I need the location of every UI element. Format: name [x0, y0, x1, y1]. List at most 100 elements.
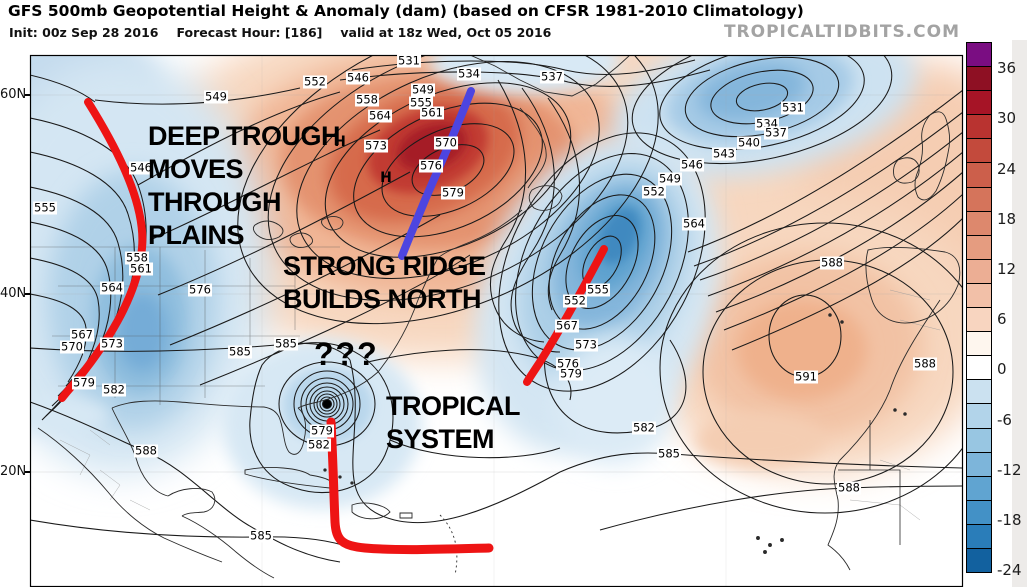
annotation-deep-trough: DEEP TROUGH MOVES THROUGH PLAINS	[148, 121, 341, 250]
colorbar-segment	[966, 427, 992, 453]
forecast-hour: Forecast Hour: [186]	[176, 25, 323, 40]
colorbar-segment	[966, 307, 992, 333]
latitude-tick	[25, 94, 31, 96]
contour-label: 573	[100, 336, 124, 351]
contour-label: 582	[102, 382, 126, 397]
colorbar-segment	[966, 451, 992, 477]
contour-label: 567	[555, 318, 579, 333]
contour-label: 546	[129, 160, 153, 175]
valid-time: valid at 18z Wed, Oct 05 2016	[340, 25, 552, 40]
high-center-marker: H	[334, 134, 346, 150]
colorbar-segment	[966, 523, 992, 549]
contour-label: 558	[355, 92, 379, 107]
contour-label: 531	[397, 53, 421, 68]
annotation-question-marks: ???	[314, 336, 379, 372]
colorbar-tick-label: 30	[997, 109, 1017, 128]
contour-label: 588	[913, 356, 937, 371]
contour-label: 552	[563, 293, 587, 308]
colorbar-tick-label: 18	[997, 209, 1017, 228]
contour-label: 567	[70, 327, 94, 342]
colorbar-segment	[966, 66, 992, 92]
colorbar-tick-label: 36	[997, 59, 1017, 78]
colorbar-segment	[966, 186, 992, 212]
colorbar-segment	[966, 210, 992, 236]
contour-label: 576	[556, 356, 580, 371]
contour-label: 537	[764, 125, 788, 140]
colorbar-segment	[966, 355, 992, 381]
contour-label: 561	[129, 261, 153, 276]
colorbar-tick-label: -18	[997, 510, 1022, 529]
contour-label: 579	[72, 375, 96, 390]
colorbar-segment	[966, 42, 992, 68]
colorbar-tick-label: 6	[997, 310, 1007, 329]
contour-label: 543	[712, 146, 736, 161]
contour-label: 570	[434, 135, 458, 150]
contour-label: 561	[420, 105, 444, 120]
colorbar-tick-label: 12	[997, 259, 1017, 278]
contour-label: 591	[794, 369, 818, 384]
contour-label: 576	[188, 282, 212, 297]
contour-label: 564	[682, 216, 706, 231]
contour-label: 582	[307, 437, 331, 452]
contour-label: 546	[346, 70, 370, 85]
contour-label: 585	[228, 344, 252, 359]
latitude-tick	[25, 293, 31, 295]
colorbar-segment	[966, 475, 992, 501]
anomaly-shading-layer	[31, 56, 962, 509]
contour-label: 579	[441, 185, 465, 200]
contour-label: 579	[310, 423, 334, 438]
contour-label: 570	[60, 339, 84, 354]
colorbar-segment	[966, 90, 992, 116]
contour-label: 585	[249, 528, 273, 543]
contour-label: 531	[781, 100, 805, 115]
colorbar-tick-label: 24	[997, 159, 1017, 178]
colorbar-tick-label: 0	[997, 360, 1007, 379]
contour-label: 537	[540, 69, 564, 84]
contour-label: 564	[368, 108, 392, 123]
colorbar-segment	[966, 258, 992, 284]
run-info: Init: 00z Sep 28 2016 Forecast Hour: [186…	[9, 25, 569, 40]
latitude-label: 60N	[0, 87, 27, 102]
contour-label: 573	[574, 337, 598, 352]
latitude-label: 40N	[0, 286, 27, 301]
contour-label: 549	[658, 171, 682, 186]
annotation-strong-ridge: STRONG RIDGE BUILDS NORTH	[283, 251, 486, 314]
contour-label: 552	[642, 184, 666, 199]
contour-label: 588	[820, 255, 844, 270]
colorbar-tick-label: -6	[997, 410, 1012, 429]
colorbar-segment	[966, 499, 992, 525]
contour-label: 546	[680, 157, 704, 172]
high-center-marker: H	[380, 170, 392, 186]
init-time: Init: 00z Sep 28 2016	[9, 25, 159, 40]
anomaly-colorbar	[966, 42, 992, 574]
coastlines	[37, 56, 961, 579]
colorbar-segment	[966, 282, 992, 309]
colorbar-segment	[966, 331, 992, 357]
contour-label: 579	[559, 366, 583, 381]
colorbar-segment	[966, 234, 992, 260]
colorbar-segment	[966, 114, 992, 140]
site-watermark: TROPICALTIDBITS.COM	[723, 22, 960, 42]
contour-label: 585	[657, 446, 681, 461]
page-edge-strip	[1012, 40, 1027, 587]
contour-label: 540	[737, 135, 761, 150]
contour-label: 534	[457, 66, 481, 81]
contour-label: 564	[100, 280, 124, 295]
atlantic-trough-axis-line	[523, 245, 608, 386]
contour-label: 549	[204, 89, 228, 104]
contour-label: 582	[632, 420, 656, 435]
ridge-axis-line	[398, 87, 475, 260]
contour-label: 558	[125, 250, 149, 265]
colorbar-segment	[966, 547, 992, 574]
contour-label: 552	[303, 74, 327, 89]
annotation-tropical-system: TROPICAL SYSTEM	[386, 391, 521, 454]
contour-label: 588	[134, 443, 158, 458]
colorbar-segment	[966, 379, 992, 405]
tropical-track-line	[326, 417, 494, 555]
contour-label: 555	[33, 200, 57, 215]
contour-label: 549	[411, 82, 435, 97]
latitude-tick	[25, 471, 31, 473]
contour-label: 555	[409, 95, 433, 110]
